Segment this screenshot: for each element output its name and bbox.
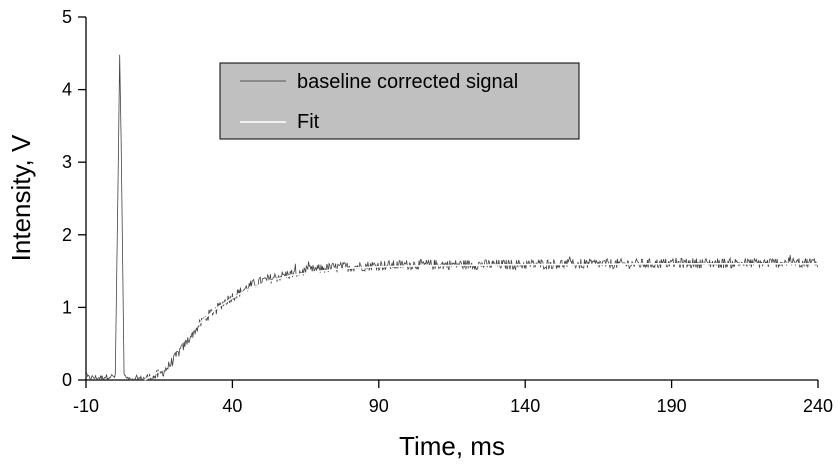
- axes: 0 1 2 3 4 5 -10 40 90 140 190 240: [62, 7, 833, 416]
- legend: baseline corrected signal Fit: [219, 62, 580, 140]
- y-tick-label: 0: [62, 370, 72, 390]
- series-group: [85, 54, 819, 382]
- x-tick-label: 40: [222, 396, 242, 416]
- legend-box: [219, 62, 580, 140]
- legend-label-fit: Fit: [297, 111, 320, 133]
- y-tick-label: 1: [62, 297, 72, 317]
- x-tick-label: 240: [803, 396, 833, 416]
- legend-label-signal: baseline corrected signal: [297, 71, 518, 93]
- y-tick-label: 3: [62, 152, 72, 172]
- x-tick-label: 140: [510, 396, 540, 416]
- y-tick-label: 4: [62, 80, 72, 100]
- x-tick-label: 190: [657, 396, 687, 416]
- x-ticks: -10 40 90 140 190 240: [73, 380, 833, 416]
- x-tick-label: -10: [73, 396, 99, 416]
- y-axis-title: Intensity, V: [6, 134, 36, 261]
- x-tick-label: 90: [369, 396, 389, 416]
- series-fit-line: [144, 263, 818, 381]
- y-ticks: 0 1 2 3 4 5: [62, 7, 86, 390]
- y-tick-label: 2: [62, 225, 72, 245]
- x-axis-title: Time, ms: [399, 431, 505, 461]
- y-tick-label: 5: [62, 7, 72, 27]
